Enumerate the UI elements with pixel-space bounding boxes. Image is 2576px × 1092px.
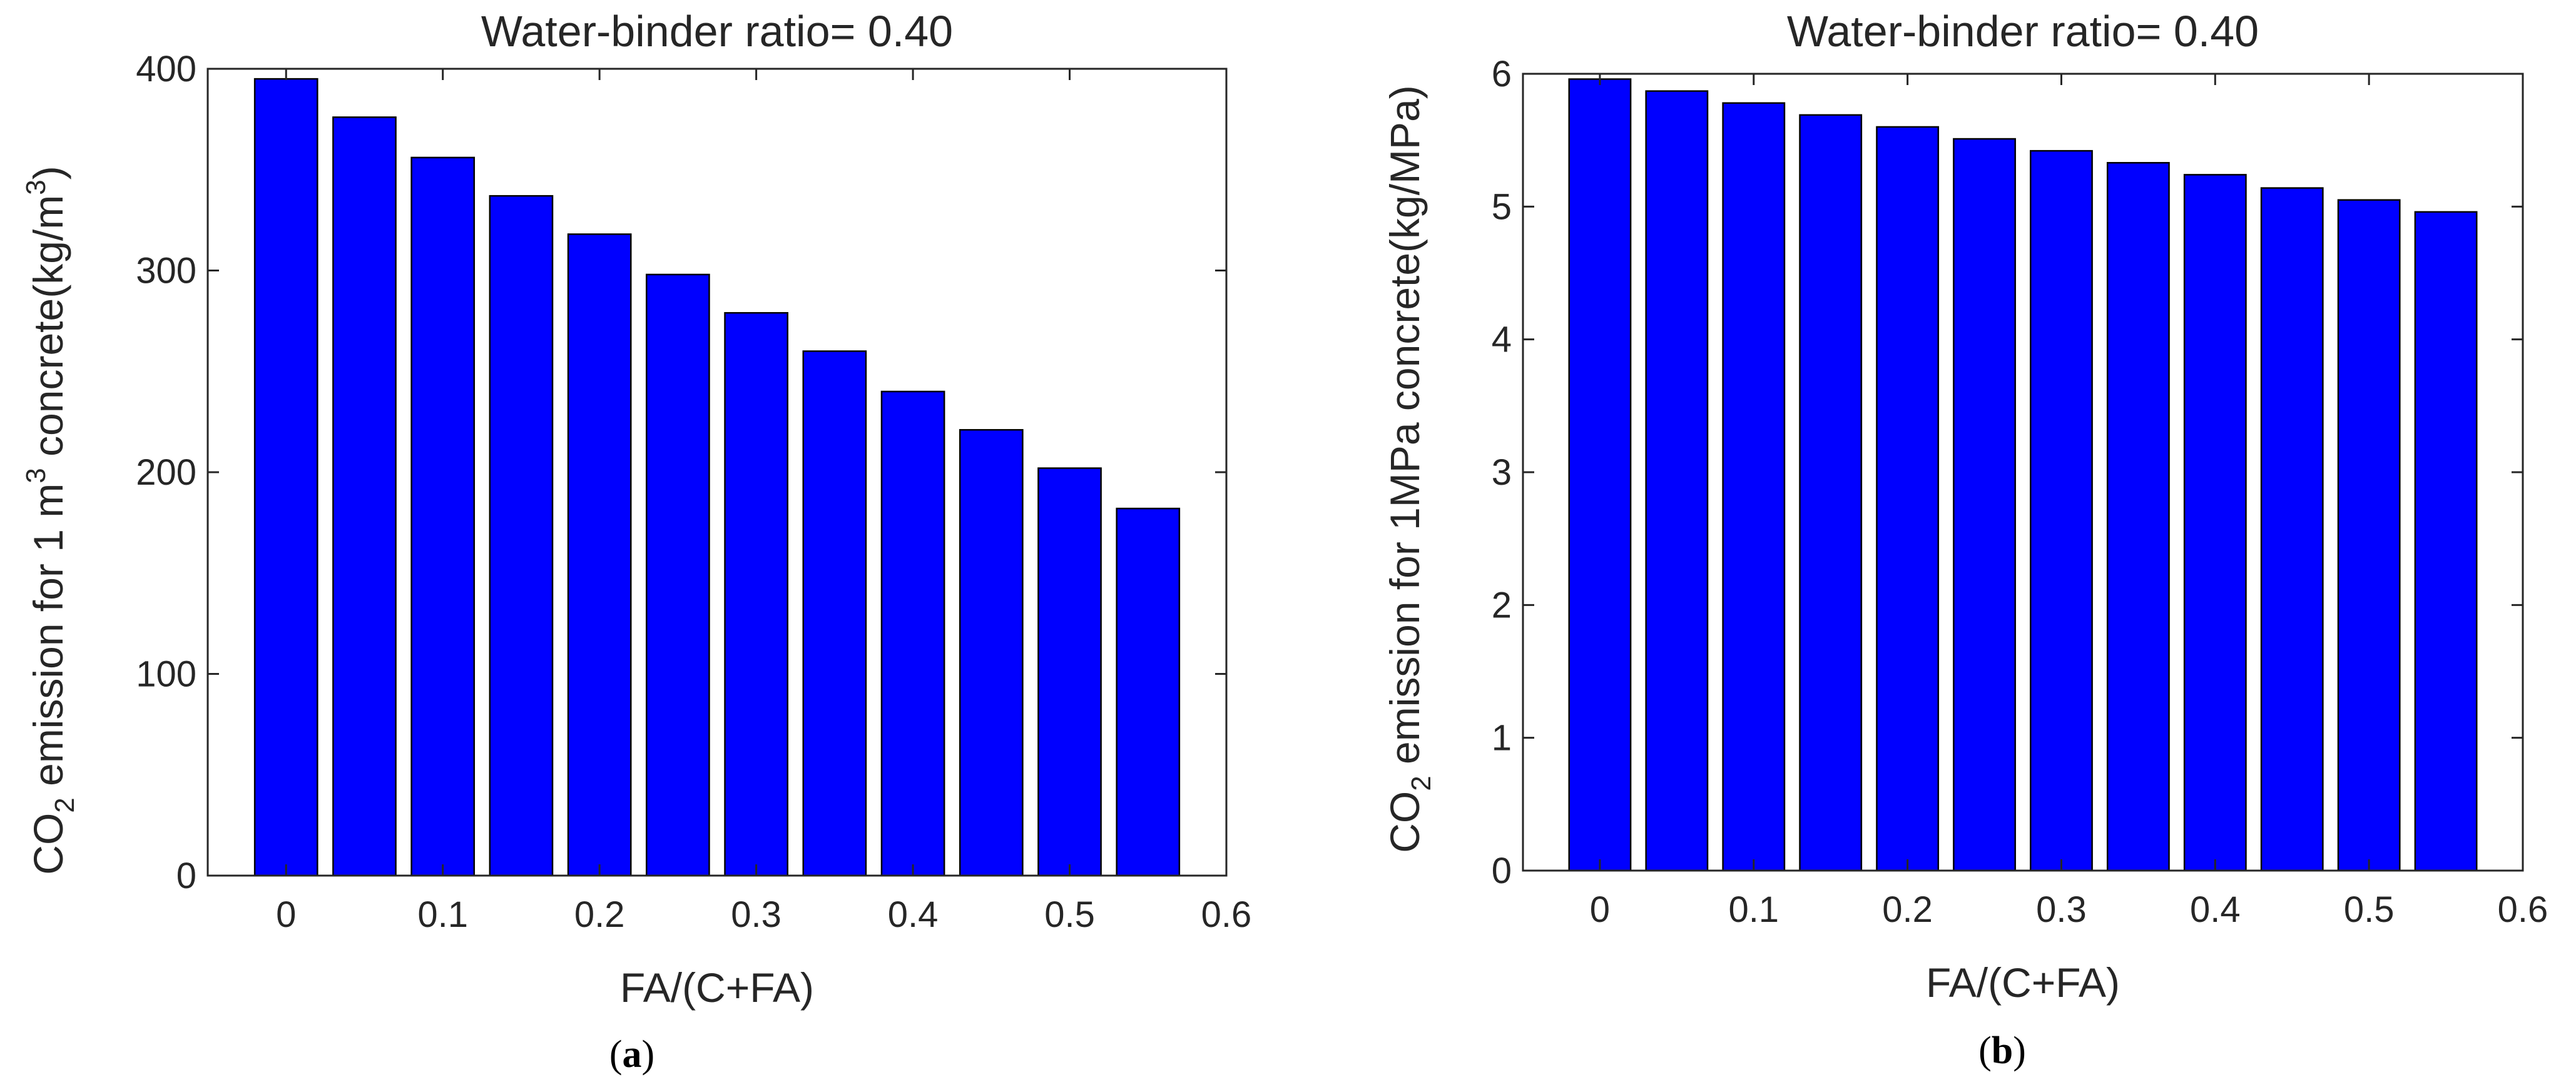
y-ticks: 0 100 200 300 400 <box>136 49 1226 896</box>
y-axis-label: CO2 emission for 1 m3 concrete(kg/m3) <box>21 166 80 874</box>
bar-3 <box>489 195 554 877</box>
y-tick-label: 200 <box>136 452 196 493</box>
bar-8 <box>880 390 945 877</box>
panel-caption-a: (a) <box>609 1033 654 1076</box>
bar-0 <box>253 78 318 877</box>
y-axis-label: CO2 emission for 1MPa concrete(kg/MPa) <box>1382 85 1437 853</box>
x-ticks: 0 0.1 0.2 0.3 0.4 0.5 0.6 <box>1590 74 2548 930</box>
x-tick-label: 0.2 <box>574 894 625 935</box>
bar-11 <box>2414 211 2478 872</box>
y-ticks: 0 1 2 3 4 5 6 <box>1492 54 2523 891</box>
x-tick-label: 0.6 <box>2498 889 2548 930</box>
x-tick-label: 0.3 <box>2036 889 2087 930</box>
bar-4 <box>1876 126 1940 872</box>
y-tick-label: 3 <box>1492 452 1512 493</box>
panel-caption-b: (b) <box>1978 1029 2026 1072</box>
plot-frame <box>206 68 1228 877</box>
bar-2 <box>1722 102 1786 872</box>
x-tick-label: 0.5 <box>1044 894 1095 935</box>
bar-9 <box>2260 187 2324 872</box>
y-tick-label: 4 <box>1492 320 1512 360</box>
chart-title: Water-binder ratio= 0.40 <box>481 7 953 56</box>
bar-11 <box>1116 507 1181 877</box>
x-tick-label: 0.5 <box>2344 889 2395 930</box>
y-tick-label: 400 <box>136 49 196 89</box>
bar-series <box>253 78 1181 877</box>
x-tick-label: 0 <box>1590 889 1610 930</box>
bar-series <box>1568 78 2478 872</box>
y-tick-label: 100 <box>136 654 196 695</box>
y-tick-label: 0 <box>176 856 196 896</box>
x-tick-label: 0.4 <box>2190 889 2241 930</box>
bar-1 <box>1645 90 1709 872</box>
bar-4 <box>567 233 632 877</box>
x-axis-label: FA/(C+FA) <box>1926 959 2120 1006</box>
bar-7 <box>802 350 867 877</box>
x-tick-label: 0.2 <box>1882 889 1933 930</box>
bar-0 <box>1568 78 1632 872</box>
x-ticks: 0 0.1 0.2 0.3 0.4 0.5 0.6 <box>276 69 1251 935</box>
bar-10 <box>1037 467 1102 877</box>
x-tick-label: 0.4 <box>888 894 939 935</box>
chart-panel-a: Water-binder ratio= 0.40 0 100 200 300 400 0… <box>21 7 1251 1076</box>
y-tick-label: 1 <box>1492 718 1512 759</box>
bar-9 <box>959 429 1024 877</box>
x-tick-label: 0 <box>276 894 296 935</box>
x-tick-label: 0.6 <box>1201 894 1252 935</box>
plot-frame <box>1522 73 2524 872</box>
chart-title: Water-binder ratio= 0.40 <box>1787 7 2259 56</box>
bar-5 <box>646 273 710 877</box>
bar-3 <box>1799 114 1863 872</box>
bar-2 <box>410 156 476 877</box>
bar-6 <box>2030 149 2093 872</box>
y-tick-label: 300 <box>136 251 196 291</box>
chart-panel-b: Water-binder ratio= 0.40 0 1 2 3 4 5 6 0 0.1 0.2… <box>1382 7 2548 1072</box>
bar-1 <box>332 116 397 877</box>
bar-7 <box>2106 162 2170 872</box>
y-tick-label: 5 <box>1492 186 1512 227</box>
x-tick-label: 0.1 <box>417 894 468 935</box>
y-tick-label: 6 <box>1492 54 1512 94</box>
x-axis-label: FA/(C+FA) <box>620 964 814 1011</box>
bar-5 <box>1953 138 2016 872</box>
x-tick-label: 0.1 <box>1728 889 1779 930</box>
bar-6 <box>724 311 788 877</box>
bar-8 <box>2183 174 2247 872</box>
y-tick-label: 2 <box>1492 585 1512 625</box>
y-tick-label: 0 <box>1492 851 1512 891</box>
bar-10 <box>2337 199 2401 872</box>
x-tick-label: 0.3 <box>731 894 781 935</box>
